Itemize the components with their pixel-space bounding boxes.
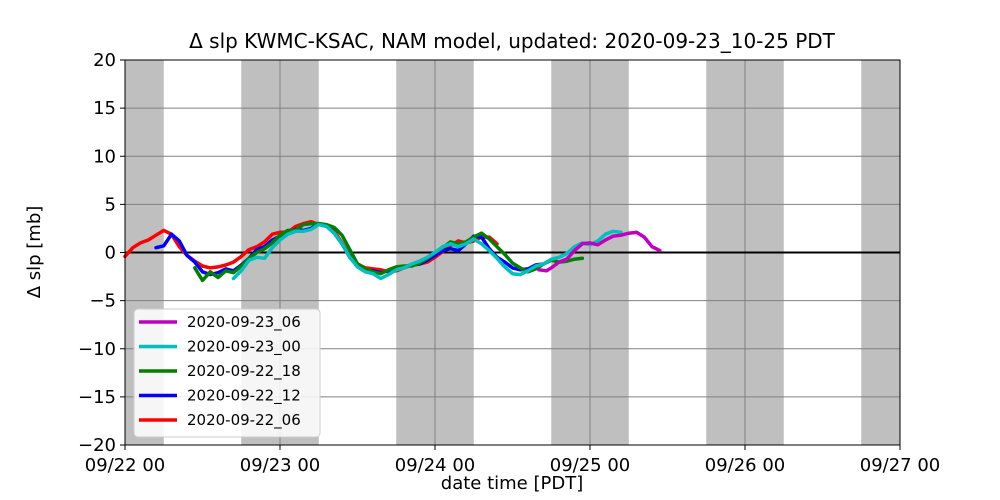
- x-axis-label: date time [PDT]: [441, 473, 583, 494]
- y-tick-label: 20: [93, 50, 116, 71]
- x-tick-label: 09/22 00: [85, 455, 166, 476]
- legend-box: [133, 308, 321, 438]
- legend-label: 2020-09-22_18: [187, 362, 301, 381]
- legend-label: 2020-09-23_06: [187, 313, 301, 332]
- legend: 2020-09-23_06 2020-09-23_00 2020-09-22_18 2…: [133, 308, 321, 438]
- x-tick-label: 09/24 00: [395, 455, 476, 476]
- x-tick-label: 09/27 00: [860, 455, 941, 476]
- series-line-2020-09-23_06: [537, 230, 662, 273]
- y-tick-label: 5: [105, 194, 116, 215]
- chart-title: Δ slp KWMC-KSAC, NAM model, updated: 202…: [189, 29, 836, 53]
- series-line-2020-09-22_18: [193, 221, 585, 283]
- y-axis-label: Δ slp [mb]: [24, 206, 45, 299]
- y-tick-label: 15: [93, 98, 116, 119]
- x-tick-label: 09/25 00: [550, 455, 631, 476]
- legend-label: 2020-09-22_06: [187, 411, 301, 430]
- series-layer: [123, 219, 662, 283]
- legend-label: 2020-09-22_12: [187, 387, 301, 406]
- x-tick-label: 09/26 00: [705, 455, 786, 476]
- y-tick-label: −5: [89, 291, 116, 312]
- x-tick-label: 09/23 00: [240, 455, 321, 476]
- y-tick-label: 0: [105, 243, 116, 264]
- x-axis: 09/22 00 09/23 00 09/24 00 09/25 00 09/26 00…: [85, 445, 941, 476]
- y-tick-label: −10: [78, 339, 116, 360]
- legend-label: 2020-09-23_00: [187, 338, 301, 357]
- series-line-2020-09-23_00: [231, 222, 623, 281]
- y-tick-label: −15: [78, 387, 116, 408]
- y-tick-label: 10: [93, 146, 116, 167]
- y-axis: 20 15 10 5 0 −5 −10 −15 −20: [78, 50, 125, 456]
- y-tick-label: −20: [78, 435, 116, 456]
